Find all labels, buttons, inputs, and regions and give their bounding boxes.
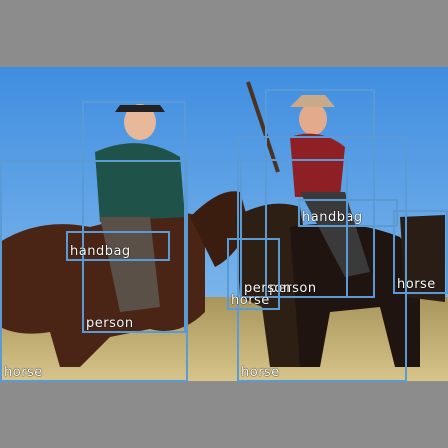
detection-box-horse: horse xyxy=(237,136,407,382)
detection-box-horse: horse xyxy=(393,210,448,294)
detection-box-person: person xyxy=(82,101,186,333)
left-rider-legs xyxy=(100,217,160,312)
right-rider-legs xyxy=(300,192,370,277)
detection-label: person xyxy=(86,316,134,331)
right-rider-face xyxy=(299,103,327,135)
detection-box-horse: horse xyxy=(0,160,188,382)
right-rider-hat xyxy=(290,95,335,107)
left-rider-face xyxy=(124,104,156,140)
detection-label: handbag xyxy=(70,244,131,259)
rifle xyxy=(246,81,280,173)
detection-label: horse xyxy=(231,293,270,308)
right-rider-vest xyxy=(290,133,345,197)
detection-label: person xyxy=(269,281,317,296)
detection-label: horse xyxy=(241,365,280,380)
detection-label: horse xyxy=(4,365,43,380)
detection-box-horse: horse xyxy=(227,238,280,310)
far-right-horse xyxy=(400,215,445,302)
left-horse-head xyxy=(190,191,250,267)
left-rider-jacket xyxy=(95,143,185,222)
detection-box-handbag: handbag xyxy=(66,231,170,261)
detection-label: horse xyxy=(397,277,436,292)
right-horse xyxy=(290,223,420,367)
left-rider-hat xyxy=(115,105,165,112)
